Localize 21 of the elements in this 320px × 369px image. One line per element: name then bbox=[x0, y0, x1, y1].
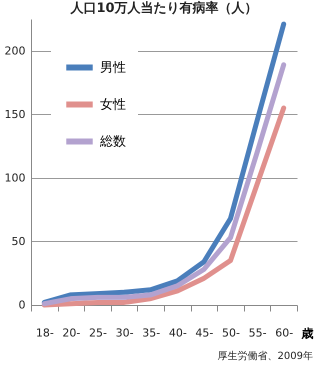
chart-title: 人口10万人当たり有病率（人） bbox=[69, 0, 258, 16]
x-axis-title: 歳 bbox=[300, 326, 314, 340]
x-tick-label: 20- bbox=[62, 326, 80, 340]
legend-label: 男性 bbox=[100, 60, 126, 76]
x-tick-label: 18- bbox=[36, 326, 54, 340]
y-tick-label: 0 bbox=[18, 298, 26, 312]
y-tick-label: 50 bbox=[12, 234, 26, 248]
y-tick-label: 200 bbox=[4, 44, 26, 58]
x-tick-label: 35- bbox=[142, 326, 160, 340]
x-tick-label: 55- bbox=[248, 326, 267, 340]
x-tick-label: 50- bbox=[222, 326, 240, 340]
text: 厚生労働省、2009年 bbox=[218, 350, 313, 362]
x-tick-label: 25- bbox=[89, 326, 108, 340]
y-tick-label: 100 bbox=[4, 171, 26, 184]
legend-label: 女性 bbox=[100, 98, 126, 112]
x-tick-label: 30- bbox=[116, 326, 134, 340]
legend-label: 総数 bbox=[99, 134, 126, 150]
x-tick-label: 40- bbox=[168, 326, 187, 340]
y-tick-label: 150 bbox=[4, 108, 26, 121]
x-tick-label: 45- bbox=[195, 326, 214, 340]
x-tick-label: 60- bbox=[275, 326, 294, 340]
